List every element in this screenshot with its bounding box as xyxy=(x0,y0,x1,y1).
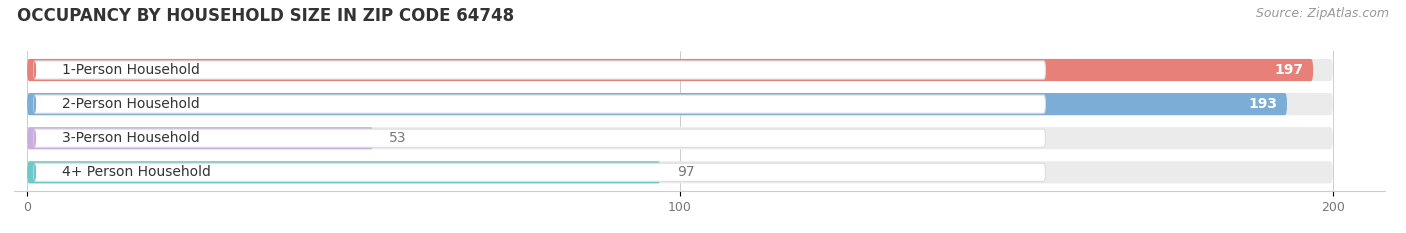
FancyBboxPatch shape xyxy=(34,95,37,113)
FancyBboxPatch shape xyxy=(27,127,1333,149)
FancyBboxPatch shape xyxy=(34,129,37,147)
Text: Source: ZipAtlas.com: Source: ZipAtlas.com xyxy=(1256,7,1389,20)
FancyBboxPatch shape xyxy=(27,93,1286,115)
FancyBboxPatch shape xyxy=(27,59,1313,81)
FancyBboxPatch shape xyxy=(34,61,1046,79)
FancyBboxPatch shape xyxy=(34,129,1046,147)
Text: 197: 197 xyxy=(1274,63,1303,77)
FancyBboxPatch shape xyxy=(27,59,1333,81)
Text: 3-Person Household: 3-Person Household xyxy=(62,131,200,145)
Text: 97: 97 xyxy=(676,165,695,179)
FancyBboxPatch shape xyxy=(34,61,37,79)
FancyBboxPatch shape xyxy=(27,127,373,149)
Text: 193: 193 xyxy=(1249,97,1277,111)
Text: 2-Person Household: 2-Person Household xyxy=(62,97,200,111)
Text: OCCUPANCY BY HOUSEHOLD SIZE IN ZIP CODE 64748: OCCUPANCY BY HOUSEHOLD SIZE IN ZIP CODE … xyxy=(17,7,515,25)
FancyBboxPatch shape xyxy=(34,95,1046,113)
Text: 1-Person Household: 1-Person Household xyxy=(62,63,200,77)
FancyBboxPatch shape xyxy=(34,163,1046,182)
Text: 4+ Person Household: 4+ Person Household xyxy=(62,165,211,179)
FancyBboxPatch shape xyxy=(27,161,661,183)
FancyBboxPatch shape xyxy=(34,163,37,182)
FancyBboxPatch shape xyxy=(27,93,1333,115)
Text: 53: 53 xyxy=(389,131,406,145)
FancyBboxPatch shape xyxy=(27,161,1333,183)
